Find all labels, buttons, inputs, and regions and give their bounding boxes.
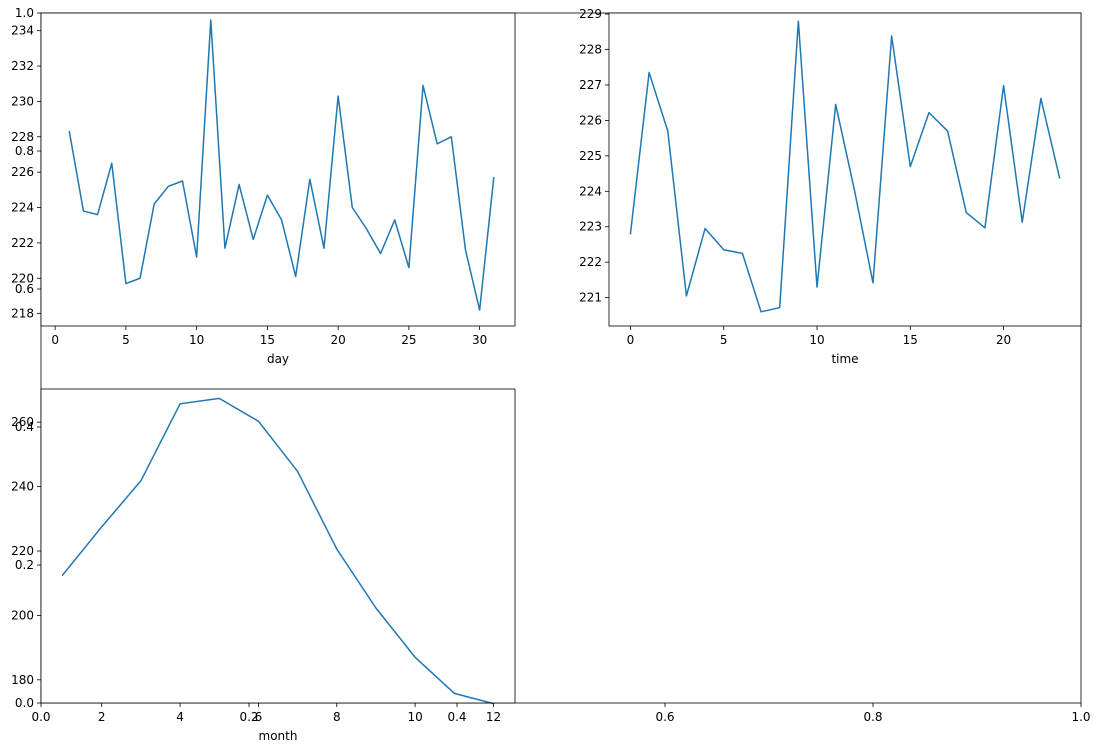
x-tick-label: 15 xyxy=(903,333,918,347)
y-tick-label: 229 xyxy=(579,7,602,21)
x-axis-label: month xyxy=(259,729,298,743)
y-tick-label: 240 xyxy=(11,480,34,494)
background-axes-frame xyxy=(40,12,1082,704)
background-x-tick-label: 0.6 xyxy=(655,710,674,724)
x-axis-label: time xyxy=(831,352,858,366)
y-tick-label: 228 xyxy=(579,43,602,57)
x-tick-label: 12 xyxy=(486,710,501,724)
x-tick-label: 20 xyxy=(330,333,345,347)
background-y-tick-label: 1.0 xyxy=(15,6,34,20)
x-tick-label: 30 xyxy=(472,333,487,347)
x-tick-label: 20 xyxy=(996,333,1011,347)
background-x-tick-label: 0.0 xyxy=(31,710,50,724)
background-y-tick-label: 0.8 xyxy=(15,144,34,158)
subplots: 0 5 10 15 20 25 30218220222224226228230232234d… xyxy=(11,7,1082,743)
y-tick-label: 227 xyxy=(579,78,602,92)
y-tick-label: 226 xyxy=(11,165,34,179)
y-tick-label: 200 xyxy=(11,608,34,622)
x-tick-label: 15 xyxy=(260,333,275,347)
series-line xyxy=(68,19,495,311)
y-tick-label: 230 xyxy=(11,94,34,108)
plot-area xyxy=(41,389,515,703)
x-tick-label: 6 xyxy=(255,710,263,724)
x-tick-label: 8 xyxy=(333,710,341,724)
background-y-tick-label: 0.2 xyxy=(15,558,34,572)
y-tick-label: 180 xyxy=(11,673,34,687)
y-tick-label: 225 xyxy=(579,149,602,163)
x-tick-label: 0 xyxy=(627,333,635,347)
background-y-tick-label: 0.6 xyxy=(15,282,34,296)
axes-frame xyxy=(40,388,516,704)
background-x-tick-label: 0.4 xyxy=(447,710,466,724)
x-tick-label: 10 xyxy=(407,710,422,724)
background-y-tick-label: 0.4 xyxy=(15,420,34,434)
plot-area xyxy=(609,13,1081,326)
y-tick-label: 222 xyxy=(579,255,602,269)
background-y-tick-label: 0.0 xyxy=(15,696,34,710)
y-tick-label: 234 xyxy=(11,24,34,38)
x-tick-label: 2 xyxy=(98,710,106,724)
y-tick-label: 222 xyxy=(11,236,34,250)
y-tick-label: 224 xyxy=(11,201,34,215)
y-tick-label: 228 xyxy=(11,130,34,144)
x-axis-label: day xyxy=(267,352,289,366)
axes-frame xyxy=(608,12,1082,327)
x-tick-label: 5 xyxy=(720,333,728,347)
plot-area xyxy=(41,13,515,326)
background-x-tick-label: 0.8 xyxy=(863,710,882,724)
day-chart: 0 5 10 15 20 25 30 218 220 222 224 226 228 230 232 234 d… xyxy=(11,12,516,366)
y-tick-label: 223 xyxy=(579,220,602,234)
y-tick-label: 220 xyxy=(11,544,34,558)
y-tick-label: 218 xyxy=(11,307,34,321)
background-x-tick-label: 1.0 xyxy=(1071,710,1090,724)
month-chart: 2 4 6 8 10 12 180 200 220 240 260 month xyxy=(11,388,516,743)
x-tick-label: 10 xyxy=(809,333,824,347)
y-tick-label: 232 xyxy=(11,59,34,73)
y-tick-label: 260 xyxy=(11,415,34,429)
x-tick-label: 10 xyxy=(189,333,204,347)
background-axes: 0.0 0.2 0.4 0.6 0.8 1.0 0.0 0.2 0.4 0.6 0.8 1.0 xyxy=(15,6,1091,724)
x-tick-label: 0 xyxy=(51,333,59,347)
y-tick-label: 220 xyxy=(11,271,34,285)
x-tick-label: 25 xyxy=(401,333,416,347)
time-chart: 0 5 10 15 20 221 222 223 224 225 226 227 228 229 time xyxy=(579,7,1082,366)
x-tick-label: 4 xyxy=(176,710,184,724)
y-tick-label: 226 xyxy=(579,113,602,127)
y-tick-label: 221 xyxy=(579,291,602,305)
series-line xyxy=(629,20,1061,313)
axes-frame xyxy=(40,12,516,327)
x-tick-label: 5 xyxy=(122,333,130,347)
series-line xyxy=(61,397,495,705)
y-tick-label: 224 xyxy=(579,184,602,198)
background-x-tick-label: 0.2 xyxy=(239,710,258,724)
